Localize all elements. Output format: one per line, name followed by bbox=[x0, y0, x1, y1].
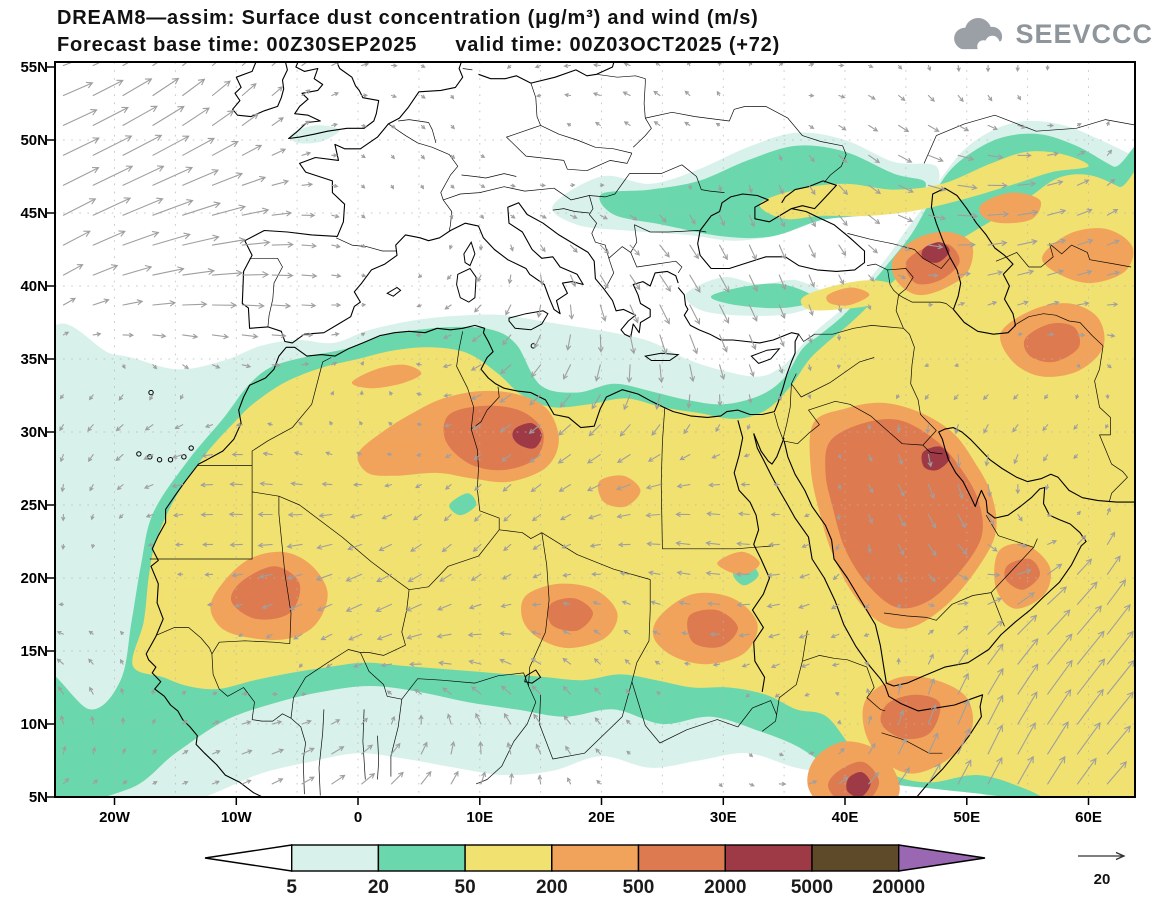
colorbar: 5 20 50 200 500 2000 5000 20000 bbox=[204, 844, 986, 898]
y-axis-label: 45N bbox=[20, 205, 48, 222]
colorbar-tick-label: 5000 bbox=[791, 877, 833, 898]
y-axis-label: 20N bbox=[20, 570, 48, 587]
x-axis-label: 50E bbox=[953, 809, 980, 826]
coastlines bbox=[136, 62, 1135, 797]
x-axis-label: 60E bbox=[1075, 809, 1102, 826]
y-axis-label: 55N bbox=[20, 59, 48, 76]
colorbar-segment bbox=[637, 844, 726, 872]
y-axis-label: 25N bbox=[20, 497, 48, 514]
y-axis-label: 30N bbox=[20, 424, 48, 441]
x-axis-label: 10W bbox=[221, 809, 253, 826]
y-axis-label: 50N bbox=[20, 132, 48, 149]
colorbar-segment bbox=[898, 844, 986, 872]
x-axis-label: 10E bbox=[466, 809, 493, 826]
colorbar-segment bbox=[464, 844, 553, 872]
plot-title: DREAM8—assim: Surface dust concentration… bbox=[57, 7, 759, 29]
axis-ticks bbox=[47, 66, 1090, 805]
colorbar-segment bbox=[551, 844, 640, 872]
colorbar-segment bbox=[377, 844, 466, 872]
colorbar-tick-label: 5 bbox=[286, 877, 297, 898]
colorbar-tick-label: 50 bbox=[455, 877, 476, 898]
forecast-time-subtitle: Forecast base time: 00Z30SEP2025 valid t… bbox=[57, 34, 781, 56]
colorbar-tick-label: 20000 bbox=[872, 877, 925, 898]
y-axis-label: 40N bbox=[20, 278, 48, 295]
y-axis-label: 15N bbox=[20, 643, 48, 660]
x-axis-label: 20E bbox=[588, 809, 615, 826]
wind-vectors bbox=[56, 62, 1135, 788]
colorbar-tick-label: 20 bbox=[368, 877, 389, 898]
country-borders bbox=[149, 68, 1135, 796]
seevccc-logo: SEEVCCC bbox=[947, 12, 1153, 56]
map-frame bbox=[54, 61, 1136, 798]
wind-reference-label: 20 bbox=[1094, 871, 1111, 888]
colorbar-segment bbox=[724, 844, 813, 872]
colorbar-segment bbox=[204, 844, 293, 872]
x-axis-label: 20W bbox=[99, 809, 131, 826]
y-axis-label: 35N bbox=[20, 351, 48, 368]
colorbar-segment bbox=[811, 844, 900, 872]
wind-reference: 20 bbox=[1078, 851, 1126, 888]
logo-text: SEEVCCC bbox=[1015, 18, 1153, 49]
colorbar-segment bbox=[291, 844, 380, 872]
x-axis-label: 40E bbox=[832, 809, 859, 826]
colorbar-tick-label: 2000 bbox=[704, 877, 746, 898]
cloud-icon bbox=[954, 18, 1008, 54]
map-area bbox=[55, 62, 1135, 797]
x-axis-label: 0 bbox=[354, 809, 362, 826]
colorbar-tick-label: 500 bbox=[623, 877, 655, 898]
wind-reference-arrow bbox=[1078, 851, 1126, 861]
colorbar-tick-label: 200 bbox=[536, 877, 568, 898]
y-axis-label: 5N bbox=[29, 789, 48, 806]
x-axis-label: 30E bbox=[710, 809, 737, 826]
dust-concentration-fills bbox=[55, 120, 1135, 797]
y-axis-label: 10N bbox=[20, 716, 48, 733]
